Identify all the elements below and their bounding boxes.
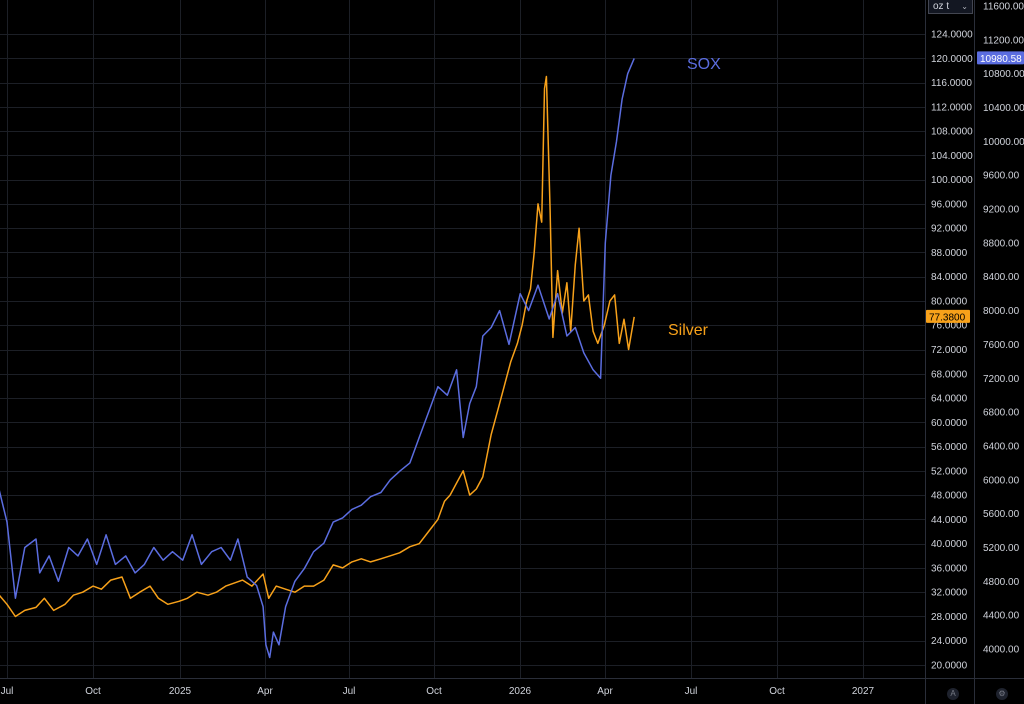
left-axis-tick-label: 56.0000: [931, 442, 968, 453]
left-axis-tick-label: 40.0000: [931, 539, 968, 550]
left-axis-tick-label: 108.0000: [931, 127, 973, 138]
left-axis-tick-label: 96.0000: [931, 199, 968, 210]
left-axis-tick-label: 80.0000: [931, 296, 968, 307]
right-axis-tick-label: 4800.00: [983, 577, 1020, 588]
left-axis-tick-label: 44.0000: [931, 515, 968, 526]
left-axis-tick-label: 88.0000: [931, 248, 968, 259]
time-axis-tick-label: Apr: [597, 686, 613, 697]
right-axis-tick-label: 8800.00: [983, 238, 1020, 249]
left-axis-tick-label: 72.0000: [931, 345, 968, 356]
last-value-badge-silver: [926, 309, 970, 323]
last-value-badge-sox: [977, 51, 1024, 65]
chevron-down-icon: ⌄: [961, 2, 968, 11]
right-axis-tick-label: 5600.00: [983, 509, 1020, 520]
time-axis-tick-label: Jul: [1, 686, 14, 697]
left-axis-tick-label: 20.0000: [931, 661, 968, 672]
left-axis-tick-label: 100.0000: [931, 175, 973, 186]
left-axis-tick-label: 120.0000: [931, 54, 973, 65]
right-axis-tick-label: 5200.00: [983, 543, 1020, 554]
last-value-badges: 77.3800 10980.58: [926, 51, 1024, 323]
time-axis[interactable]: Jul Oct 2025 Apr Jul Oct 2026 Apr Jul Oct 2027: [1, 686, 875, 697]
left-axis-tick-label: 84.0000: [931, 272, 968, 283]
left-axis-tick-label: 24.0000: [931, 636, 968, 647]
left-axis-tick-label: 116.0000: [931, 78, 972, 89]
right-price-axis[interactable]: 4000.00 4400.00 4800.00 5200.00 5600.00 6000.…: [983, 2, 1024, 656]
time-axis-tick-label: 2025: [169, 686, 192, 697]
right-axis-tick-label: 9600.00: [983, 171, 1020, 182]
right-axis-tick-label: 10400.00: [983, 103, 1024, 114]
series-line-silver: [0, 75, 635, 618]
auto-scale-icon[interactable]: A: [947, 688, 959, 700]
right-axis-tick-label: 11200.00: [983, 35, 1024, 46]
left-axis-tick-label: 104.0000: [931, 151, 973, 162]
time-axis-tick-label: 2027: [852, 686, 875, 697]
time-axis-tick-label: Jul: [685, 686, 698, 697]
right-axis-tick-label: 7600.00: [983, 340, 1020, 351]
right-axis-tick-label: 6000.00: [983, 475, 1020, 486]
time-axis-tick-label: Apr: [257, 686, 273, 697]
series-name-label-sox: SOX: [687, 56, 721, 73]
time-axis-tick-label: Oct: [769, 686, 785, 697]
right-axis-tick-label: 7200.00: [983, 374, 1020, 385]
left-axis-tick-label: 28.0000: [931, 612, 968, 623]
left-axis-tick-label: 32.0000: [931, 588, 968, 599]
left-axis-tick-label: 64.0000: [931, 394, 968, 405]
right-axis-tick-label: 6800.00: [983, 408, 1020, 419]
series-layer: [0, 58, 635, 659]
left-axis-tick-label: 36.0000: [931, 563, 968, 574]
right-axis-tick-label: 4400.00: [983, 611, 1020, 622]
settings-icon[interactable]: ⚙: [996, 688, 1008, 700]
series-name-label-silver: Silver: [668, 322, 709, 339]
series-labels: Silver SOX: [668, 56, 721, 339]
left-axis-tick-label: 68.0000: [931, 369, 968, 380]
last-value-text-silver: 77.3800: [929, 312, 966, 323]
right-axis-tick-label: 11600.00: [983, 2, 1024, 13]
time-axis-tick-label: Jul: [343, 686, 356, 697]
right-axis-tick-label: 4000.00: [983, 645, 1020, 656]
left-axis-tick-label: 76.0000: [931, 321, 968, 332]
right-axis-tick-label: 8400.00: [983, 272, 1020, 283]
grid: [0, 0, 925, 678]
left-axis-tick-label: 92.0000: [931, 224, 968, 235]
right-axis-tick-label: 6400.00: [983, 441, 1020, 452]
time-axis-tick-label: Oct: [85, 686, 101, 697]
right-axis-tick-label: 8000.00: [983, 306, 1020, 317]
time-axis-tick-label: Oct: [426, 686, 442, 697]
left-axis-tick-label: 60.0000: [931, 418, 968, 429]
right-axis-tick-label: 10000.00: [983, 137, 1024, 148]
left-axis-tick-label: 112.0000: [931, 102, 972, 113]
left-axis-tick-label: 124.0000: [931, 30, 973, 41]
unit-selector[interactable]: oz t ⌄: [928, 0, 973, 14]
left-price-axis[interactable]: 20.0000 24.0000 28.0000 32.0000 36.0000 40.00…: [931, 30, 973, 672]
last-value-text-sox: 10980.58: [980, 54, 1022, 65]
right-axis-tick-label: 10800.00: [983, 69, 1024, 80]
series-line-sox: [0, 58, 635, 659]
unit-label: oz t: [933, 1, 950, 12]
left-axis-tick-label: 48.0000: [931, 491, 968, 502]
time-axis-tick-label: 2026: [509, 686, 532, 697]
right-axis-tick-label: 9200.00: [983, 205, 1020, 216]
left-axis-tick-label: 52.0000: [931, 466, 968, 477]
